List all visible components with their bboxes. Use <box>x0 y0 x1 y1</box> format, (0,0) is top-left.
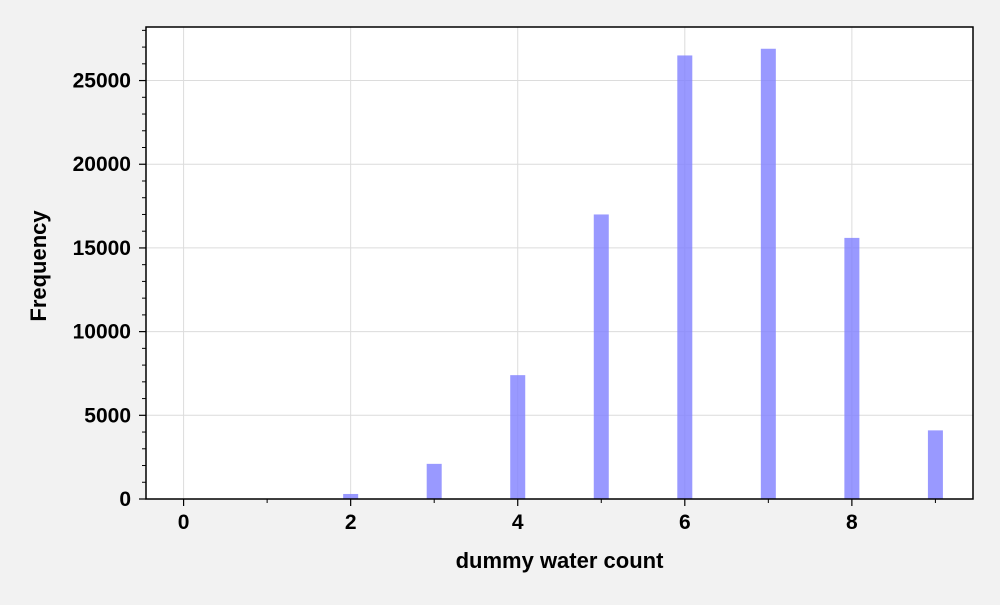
plot-frame <box>145 26 974 500</box>
x-tick-label: 4 <box>512 511 524 534</box>
histogram-bar <box>677 55 693 500</box>
axis-ticks <box>139 29 936 506</box>
histogram-bar <box>844 237 860 499</box>
histogram-bar <box>510 375 526 499</box>
plot-area <box>146 27 973 499</box>
histogram-bar <box>593 214 609 499</box>
y-tick-label: 15000 <box>73 237 131 260</box>
x-axis-label: dummy water count <box>456 548 664 573</box>
y-tick-label: 20000 <box>73 153 131 176</box>
tick-labels: 0 2 4 6 8 0 5000 10000 15000 20000 25000 <box>73 70 858 534</box>
histogram-bar <box>343 493 359 499</box>
x-tick-label: 2 <box>345 511 357 534</box>
y-tick-label: 25000 <box>73 70 131 93</box>
grid-lines <box>146 27 973 500</box>
y-axis-label: Frequency <box>26 210 51 322</box>
x-tick-label: 6 <box>679 511 691 534</box>
y-tick-label: 10000 <box>73 321 131 344</box>
x-tick-label: 8 <box>846 511 858 534</box>
histogram-bar <box>760 48 776 500</box>
x-tick-label: 0 <box>178 511 190 534</box>
bars <box>343 48 943 500</box>
y-tick-label: 5000 <box>84 404 131 427</box>
histogram-bar <box>426 463 442 499</box>
histogram-bar <box>927 430 943 499</box>
y-tick-label: 0 <box>119 488 131 511</box>
